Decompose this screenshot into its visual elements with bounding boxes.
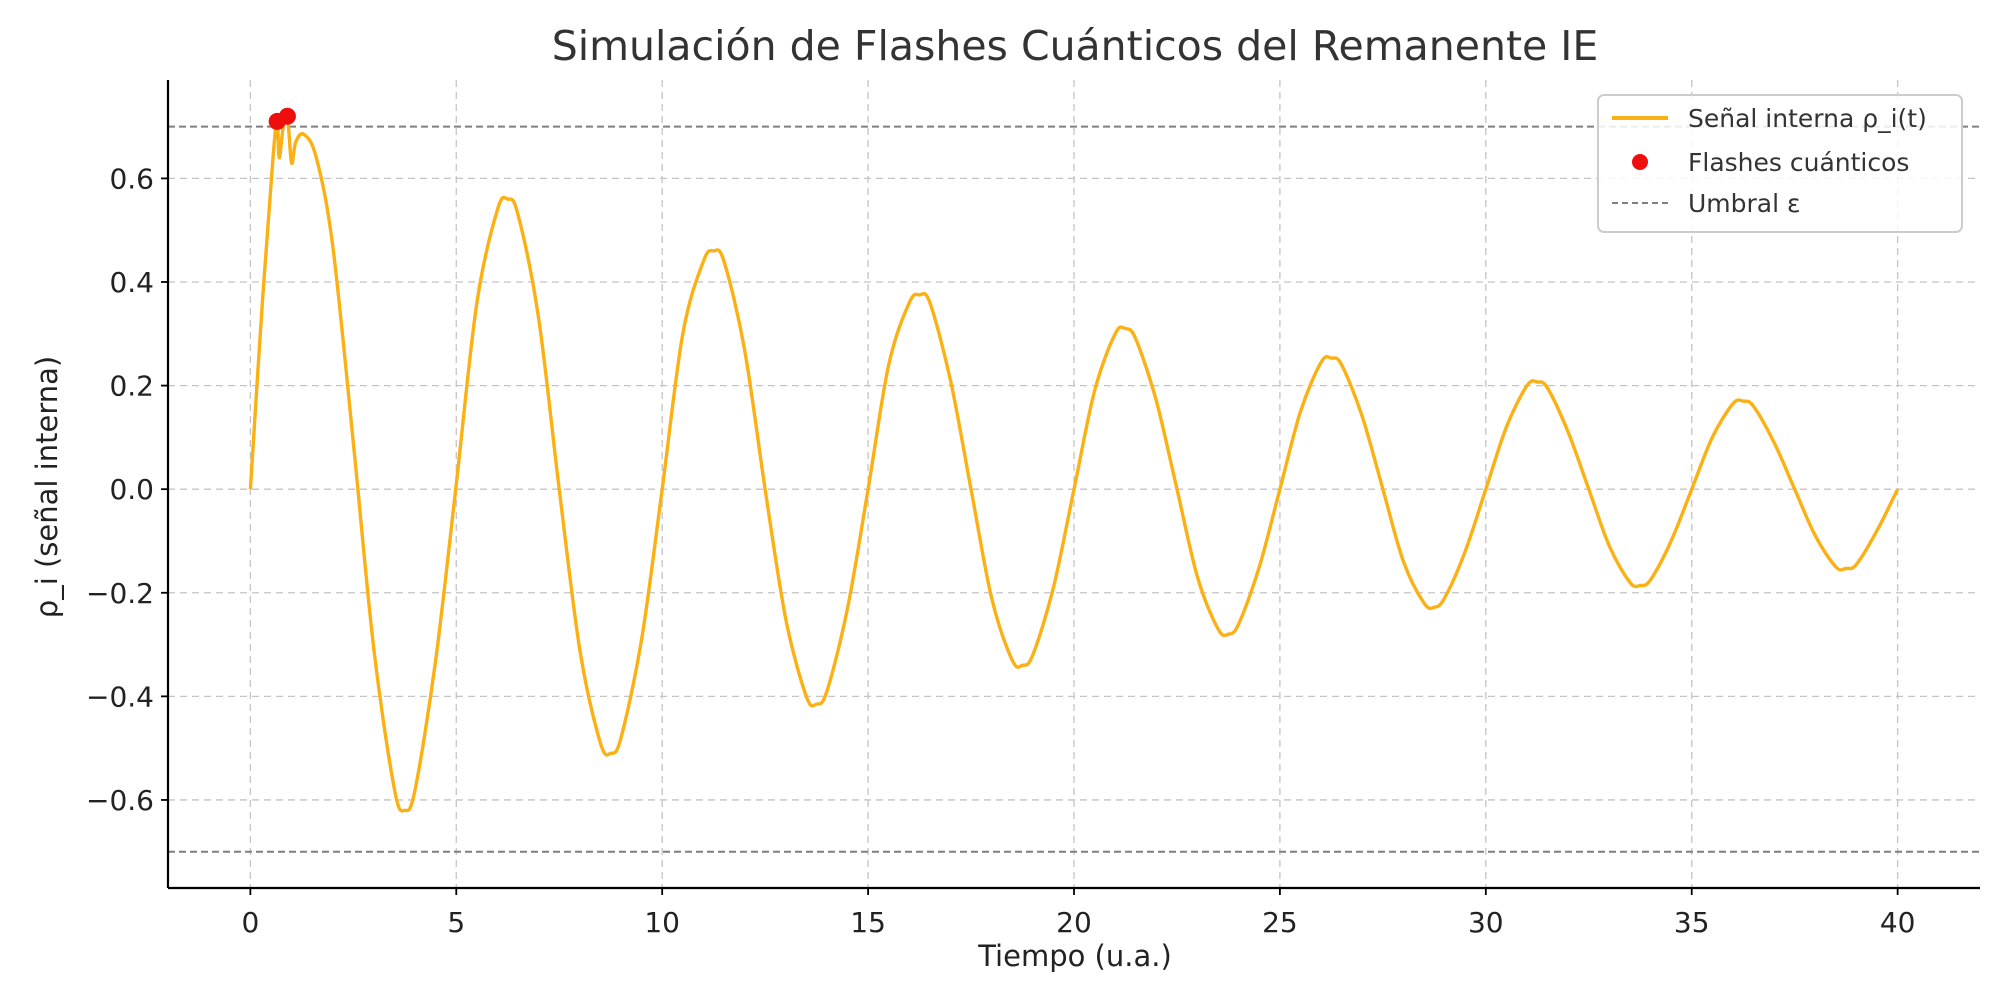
x-tick-label: 40 [1880, 906, 1916, 939]
x-tick-label: 30 [1468, 906, 1504, 939]
legend-label-flashes: Flashes cuánticos [1688, 148, 1909, 177]
x-tick-label: 25 [1262, 906, 1298, 939]
chart-title: Simulación de Flashes Cuánticos del Rema… [552, 22, 1599, 70]
legend-dot-swatch [1632, 154, 1648, 170]
series [248, 107, 1900, 813]
y-tick-label: 0.6 [109, 162, 154, 195]
legend: Señal interna ρ_i(t) Flashes cuánticos U… [1597, 94, 1963, 233]
y-tick-label: 0.4 [109, 266, 154, 299]
x-tick-label: 35 [1674, 906, 1710, 939]
y-tick-label: 0.0 [109, 473, 154, 506]
x-tick-label: 0 [241, 906, 259, 939]
x-tick-label: 15 [850, 906, 886, 939]
legend-label-threshold: Umbral ε [1688, 189, 1801, 218]
legend-label-signal: Señal interna ρ_i(t) [1688, 104, 1927, 133]
x-tick-label: 20 [1056, 906, 1092, 939]
x-tick-label: 10 [644, 906, 680, 939]
y-tick-label: −0.2 [86, 577, 154, 610]
legend-box [1597, 94, 1963, 233]
y-tick-label: −0.4 [86, 680, 154, 713]
y-tick-label: 0.2 [109, 370, 154, 403]
flash-point [278, 107, 296, 125]
series-line-signal [248, 112, 1900, 813]
y-tick-label: −0.6 [86, 784, 154, 817]
y-axis-label: ρ_i (señal interna) [30, 356, 64, 618]
tick-labels: 0 5 10 15 20 25 30 35 40 −0.6 −0.4 −0.2 0.0 0.2 0.4 0.6 [86, 162, 1915, 939]
x-axis-label: Tiempo (u.a.) [977, 939, 1172, 973]
x-tick-label: 5 [447, 906, 465, 939]
